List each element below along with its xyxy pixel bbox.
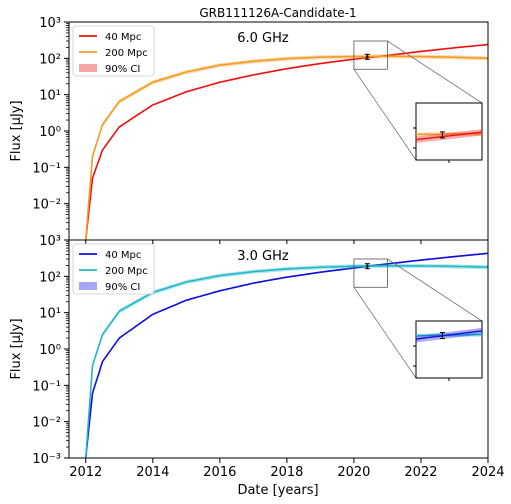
chart-panel-2: 10⁻³ 10⁻² 10⁻¹ 10⁰ 10¹ 10² 10³ 2012 2014 2016 2018… — [9, 234, 505, 480]
series-line-40-mpc — [85, 252, 488, 458]
axes-frame — [68, 239, 489, 459]
inset-series — [416, 129, 482, 143]
x-tick-label: 2022 — [404, 465, 437, 480]
inset-series-line — [416, 131, 482, 141]
legend-label: 90% CI — [105, 64, 140, 75]
legend-frame — [72, 243, 155, 295]
y-tick-label: 10² — [39, 52, 61, 67]
frequency-annotation: 3.0 GHz — [237, 249, 289, 264]
legend-label: 40 Mpc — [105, 32, 141, 43]
x-axis-label: Date [years] — [237, 483, 318, 498]
y-tick-label: 10⁻¹ — [32, 379, 61, 394]
legend-label: 90% CI — [105, 282, 140, 293]
legend-swatch — [79, 282, 97, 290]
y-tick-label: 10⁻¹ — [32, 161, 61, 176]
legend-label: 40 Mpc — [105, 250, 141, 261]
inset-series — [416, 327, 482, 343]
inset-frame — [415, 102, 483, 161]
figure-title: GRB111126A-Candidate-1 — [199, 6, 356, 20]
y-tick-label: 10³ — [39, 234, 61, 249]
x-tick-label: 2024 — [471, 465, 504, 480]
x-tick-label: 2012 — [69, 465, 102, 480]
zoom-region-box — [353, 258, 388, 288]
zoom-connector — [353, 69, 417, 161]
legend: 40 Mpc 200 Mpc 90% CI — [72, 25, 155, 77]
series-line-200-mpc — [85, 55, 488, 240]
zoom-connector — [353, 287, 417, 379]
zoom-inset — [413, 102, 483, 163]
inset-series-line — [416, 330, 482, 340]
x-tick-label: 2014 — [136, 465, 169, 480]
y-tick-label: 10³ — [39, 16, 61, 31]
legend: 40 Mpc 200 Mpc 90% CI — [72, 243, 155, 295]
y-axis-label: Flux [μJy] — [9, 100, 24, 161]
y-tick-label: 10⁻² — [32, 416, 61, 431]
y-tick-label: 10¹ — [39, 307, 61, 322]
observation-point — [366, 55, 369, 59]
observation-point — [366, 264, 369, 268]
y-tick-label: 10¹ — [39, 89, 61, 104]
y-tick-label: 10⁰ — [39, 125, 61, 140]
frequency-annotation: 6.0 GHz — [237, 31, 289, 46]
chart-panel-1: 10⁻² 10⁻¹ 10⁰ 10¹ 10² 10³ Flux [μJy] 6.0 GHz 40 … — [9, 16, 489, 244]
x-tick-label: 2016 — [203, 465, 236, 480]
y-tick-label: 10⁻³ — [32, 452, 61, 467]
zoom-region-box — [353, 40, 388, 70]
x-tick-label: 2020 — [337, 465, 370, 480]
y-axis-label: Flux [μJy] — [9, 318, 24, 379]
series-group — [85, 43, 488, 240]
legend-label: 200 Mpc — [105, 266, 148, 277]
zoom-connector — [387, 40, 483, 104]
legend-swatch — [79, 64, 97, 72]
y-tick-label: 10⁰ — [39, 343, 61, 358]
legend-label: 200 Mpc — [105, 48, 148, 59]
y-tick-label: 10⁻² — [32, 198, 61, 213]
inset-frame — [415, 320, 483, 379]
zoom-connector — [387, 258, 483, 322]
x-tick-label: 2018 — [270, 465, 303, 480]
legend-frame — [72, 25, 155, 77]
series-line-40-mpc — [85, 43, 488, 240]
zoom-inset — [413, 320, 483, 381]
y-tick-label: 10² — [39, 270, 61, 285]
